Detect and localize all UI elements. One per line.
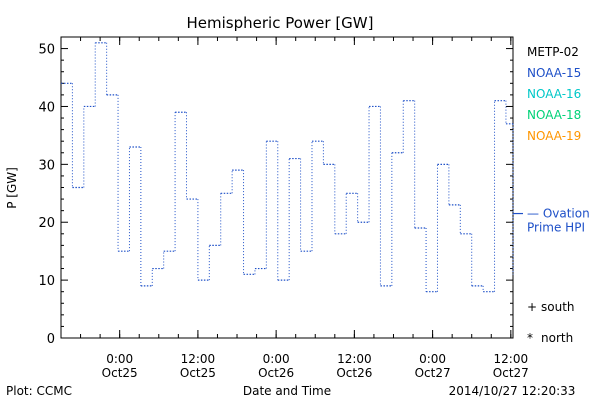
plot-frame — [60, 36, 514, 339]
y-tick-label: 0 — [47, 332, 55, 347]
x-tick-label-date: Oct25 — [102, 366, 138, 380]
series-layer — [61, 42, 514, 293]
x-tick-label-time: 0:00 — [419, 352, 446, 366]
ovation-label: — Ovation — [527, 207, 590, 221]
ovation-label: Prime HPI — [527, 221, 585, 235]
legend-item: METP-02 — [527, 45, 579, 59]
footer-plot-credit: Plot: CCMC — [6, 384, 72, 398]
legend-item: NOAA-18 — [527, 108, 581, 122]
hemisphere-keys: + south * north — [527, 300, 575, 345]
y-axis-label: P [GW] — [5, 167, 19, 209]
x-tick-label-date: Oct26 — [336, 366, 372, 380]
chart-title: Hemispheric Power [GW] — [187, 14, 374, 32]
legend-item: NOAA-19 — [527, 129, 581, 143]
x-axis-ticks: 0:00Oct2512:00Oct250:00Oct2612:00Oct260:… — [60, 37, 529, 380]
x-tick-label-time: 12:00 — [181, 352, 216, 366]
footer-timestamp: 2014/10/27 12:20:33 — [449, 384, 576, 398]
x-axis-label: Date and Time — [243, 384, 331, 398]
y-tick-label: 50 — [38, 43, 55, 58]
x-tick-label-date: Oct27 — [493, 366, 529, 380]
legend-item: NOAA-15 — [527, 66, 581, 80]
x-tick-label-date: Oct25 — [180, 366, 216, 380]
x-tick-label-time: 12:00 — [337, 352, 372, 366]
y-tick-label: 40 — [38, 100, 55, 115]
x-tick-label-time: 12:00 — [494, 352, 529, 366]
x-tick-label-date: Oct27 — [415, 366, 451, 380]
y-tick-label: 10 — [38, 274, 55, 289]
x-tick-label-time: 0:00 — [263, 352, 290, 366]
hemisphere-symbol: + — [527, 300, 537, 314]
y-tick-label: 20 — [38, 216, 55, 231]
y-axis-ticks: 0 10 20 30 40 50 — [38, 43, 513, 347]
hemisphere-symbol: * — [527, 331, 533, 345]
hemisphere-label: north — [541, 331, 573, 345]
y-tick-label: 30 — [38, 158, 55, 173]
legend: METP-02 NOAA-15 NOAA-16 NOAA-18 NOAA-19 — [527, 45, 581, 143]
x-tick-label-time: 0:00 — [106, 352, 133, 366]
legend-item: NOAA-16 — [527, 87, 581, 101]
hemisphere-label: south — [541, 300, 575, 314]
x-tick-label-date: Oct26 — [258, 366, 294, 380]
